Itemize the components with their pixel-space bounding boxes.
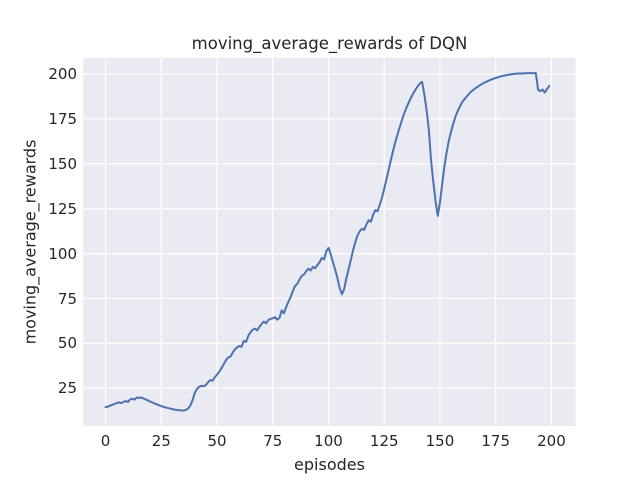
y-tick-label: 175 (48, 109, 77, 128)
x-tick-label: 25 (151, 432, 171, 450)
data-line (104, 72, 551, 412)
x-tick-label: 100 (314, 432, 343, 450)
x-tick-label: 125 (369, 432, 399, 450)
x-tick-label: 200 (537, 432, 566, 450)
y-tick-label: 75 (57, 289, 77, 308)
y-tick-label: 150 (48, 154, 77, 173)
x-tick-label: 0 (100, 432, 111, 450)
plot-background (83, 57, 576, 426)
x-tick-label: 150 (425, 432, 455, 450)
x-axis-label: episodes (294, 455, 365, 474)
y-tick-label: 50 (57, 334, 77, 353)
y-tick-label: 125 (48, 199, 77, 218)
y-tick-label: 25 (57, 379, 77, 398)
y-tick-label: 200 (48, 65, 77, 84)
y-tick-label: 100 (48, 244, 77, 263)
x-tick-label: 175 (481, 432, 511, 450)
x-tick-label: 75 (263, 432, 283, 450)
x-tick-label: 50 (207, 432, 227, 450)
chart-title: moving_average_rewards of DQN (191, 34, 468, 53)
